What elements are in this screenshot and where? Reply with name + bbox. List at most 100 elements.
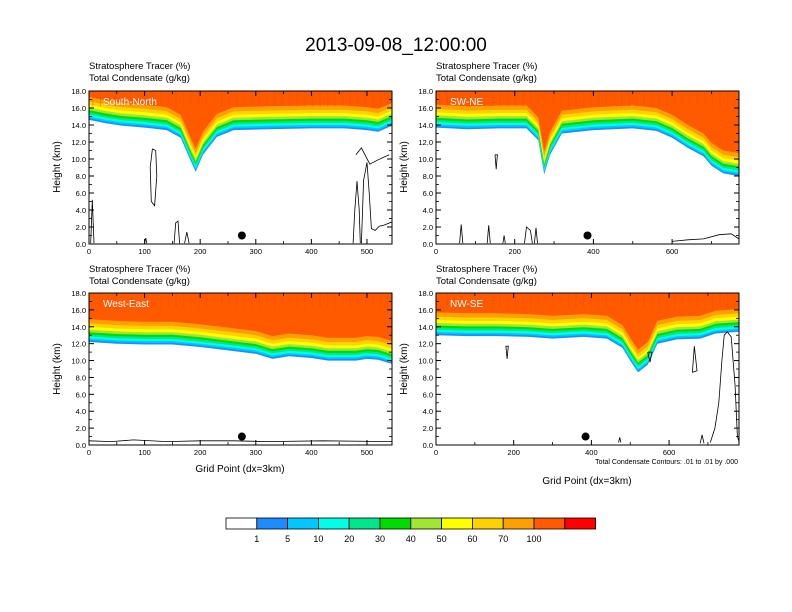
- tracer-band-10: [89, 91, 392, 149]
- colorbar-label: 50: [437, 534, 447, 544]
- y-tick-label: 18.0: [71, 289, 86, 298]
- y-tick-label: 18.0: [71, 87, 86, 96]
- ylabel-4: Height (km): [399, 343, 410, 395]
- panel-nw-se: NW-SE 0.0 2.0 4.0 6.0 8.0 10.0 12.0 14.0 16.0 18.0…: [418, 289, 740, 457]
- colorbar-swatch: [225, 517, 258, 530]
- condensate-contour: [361, 162, 392, 244]
- colorbar-label: 30: [375, 534, 385, 544]
- condensate-contour: [352, 181, 361, 244]
- x-tick-label: 0: [434, 247, 438, 256]
- condensate-label-4: Total Condensate (g/kg): [436, 276, 537, 287]
- x-tick-label: 400: [305, 247, 318, 256]
- y-tick-label: 16.0: [71, 306, 86, 315]
- colorbar-label: 70: [498, 534, 508, 544]
- y-tick-label: 4.0: [423, 206, 433, 215]
- condensate-contour: [184, 232, 190, 244]
- xlabel-nw-se: Grid Point (dx=3km): [542, 476, 631, 487]
- condensate-contour: [149, 148, 158, 207]
- colorbar-swatch: [471, 517, 504, 530]
- y-tick-label: 2.0: [423, 424, 433, 433]
- colorbar-label: 20: [344, 534, 354, 544]
- y-tick-label: 12.0: [418, 138, 433, 147]
- x-tick-label: 100: [138, 247, 151, 256]
- condensate-contour: [494, 154, 498, 170]
- section-label: NW-SE: [450, 299, 483, 310]
- section-label: West-East: [103, 299, 149, 310]
- tracer-label-3: Stratosphere Tracer (%): [89, 264, 190, 275]
- x-tick-label: 300: [250, 448, 263, 457]
- colorbar-label: 1: [254, 534, 259, 544]
- y-tick-label: 12.0: [71, 340, 86, 349]
- colorbar-swatch: [287, 517, 319, 530]
- y-tick-label: 12.0: [71, 138, 86, 147]
- colorbar-label: 10: [313, 534, 323, 544]
- tracer-band-10: [436, 293, 739, 350]
- y-tick-label: 10.0: [71, 155, 86, 164]
- y-tick-label: 6.0: [423, 390, 433, 399]
- x-tick-label: 100: [138, 448, 151, 457]
- section-label: South-North: [103, 97, 157, 108]
- colorbar-swatch: [410, 517, 442, 530]
- condensate-contour: [173, 220, 180, 244]
- condensate-contour: [672, 233, 739, 242]
- y-tick-label: 2.0: [76, 223, 86, 232]
- condensate-contour: [502, 235, 506, 244]
- x-tick-label: 500: [361, 448, 374, 457]
- y-tick-label: 0.0: [76, 240, 86, 249]
- x-tick-label: 500: [361, 247, 374, 256]
- condensate-contour: [534, 227, 538, 244]
- ylabel-3: Height (km): [52, 343, 63, 395]
- y-tick-label: 8.0: [423, 373, 433, 382]
- y-tick-label: 0.0: [76, 441, 86, 450]
- panel-sw-ne: SW-NE 0.0 2.0 4.0 6.0 8.0 10.0 12.0 14.0 16.0 18.0…: [418, 87, 740, 256]
- y-tick-label: 0.0: [423, 240, 433, 249]
- colorbar-swatch: [533, 517, 566, 530]
- y-tick-label: 8.0: [76, 172, 86, 181]
- y-tick-label: 12.0: [418, 340, 433, 349]
- condensate-contour: [505, 345, 509, 359]
- condensate-label-1: Total Condensate (g/kg): [89, 73, 190, 84]
- colorbar-swatch: [348, 517, 381, 530]
- panel-south-north: South-North 0.0 2.0 4.0 6.0 8.0 10.0 12.0 14.0 16…: [71, 87, 393, 256]
- colorbar-swatch: [564, 517, 596, 530]
- condensate-contour: [618, 437, 622, 443]
- colorbar-swatch: [317, 517, 350, 530]
- y-tick-label: 0.0: [423, 441, 433, 450]
- condensate-contour: [647, 351, 653, 363]
- location-marker: [581, 432, 590, 441]
- x-tick-label: 400: [587, 247, 600, 256]
- x-tick-label: 0: [434, 448, 438, 457]
- tracer-label-1: Stratosphere Tracer (%): [89, 61, 190, 72]
- y-tick-label: 14.0: [418, 121, 433, 130]
- x-tick-label: 400: [585, 448, 598, 457]
- y-tick-label: 4.0: [76, 407, 86, 416]
- tracer-band-10: [436, 91, 739, 154]
- y-tick-label: 18.0: [418, 289, 433, 298]
- y-tick-label: 4.0: [76, 206, 86, 215]
- condensate-contour: [486, 225, 491, 244]
- y-tick-label: 6.0: [423, 189, 433, 198]
- colorbar-swatch: [502, 517, 535, 530]
- y-tick-label: 6.0: [76, 390, 86, 399]
- ylabel-1: Height (km): [52, 141, 63, 193]
- colorbar-label: 40: [406, 534, 416, 544]
- x-tick-label: 0: [87, 247, 91, 256]
- x-tick-label: 200: [508, 247, 521, 256]
- y-tick-label: 14.0: [418, 323, 433, 332]
- y-tick-label: 6.0: [76, 189, 86, 198]
- y-tick-label: 14.0: [71, 323, 86, 332]
- y-tick-label: 14.0: [71, 121, 86, 130]
- condensate-contour: [90, 199, 95, 244]
- colorbar-label: 60: [467, 534, 477, 544]
- xlabel-west-east: Grid Point (dx=3km): [195, 464, 284, 475]
- colorbar-swatch: [379, 517, 412, 530]
- y-tick-label: 18.0: [418, 87, 433, 96]
- y-tick-label: 2.0: [76, 424, 86, 433]
- condensate-contour: [524, 226, 533, 244]
- condensate-contour: [355, 147, 390, 165]
- y-tick-label: 4.0: [423, 407, 433, 416]
- contour-note: Total Condensate Contours: .01 to .01 by…: [595, 459, 738, 466]
- condensate-contour: [699, 434, 705, 444]
- colorbar-label: 5: [285, 534, 290, 544]
